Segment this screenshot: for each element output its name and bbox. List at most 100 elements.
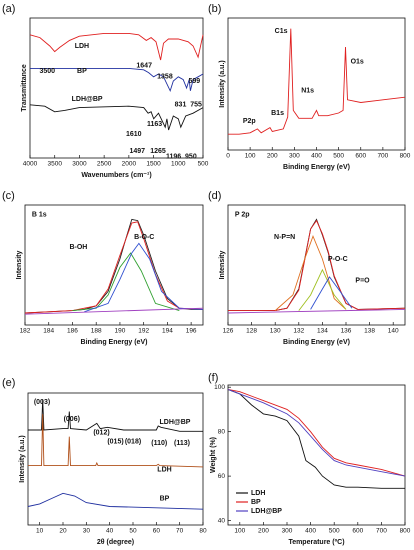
x-tick-label: 40 — [106, 528, 114, 535]
annotation: 1497 — [129, 148, 145, 155]
x-tick-label: 200 — [267, 153, 278, 160]
x-tick-label: 60 — [153, 528, 161, 535]
x-tick-label: 130 — [270, 328, 281, 335]
series-line — [24, 307, 204, 315]
series-line — [29, 32, 204, 61]
series-line — [28, 414, 204, 468]
annotation: O1s — [351, 58, 364, 65]
series-line — [227, 388, 406, 477]
annotation: P2p — [243, 118, 256, 125]
x-tick-label: 200 — [258, 528, 269, 535]
x-tick-label: 30 — [83, 528, 91, 535]
panel-label: (b) — [208, 3, 221, 15]
series-label: LDH — [157, 466, 171, 473]
annotation: B-O-C — [134, 234, 154, 241]
annotation: 950 — [185, 153, 197, 160]
series-line — [310, 276, 353, 310]
x-axis-label: Binding Energy (eV) — [283, 164, 350, 171]
series-label: LDH — [75, 43, 89, 50]
series-line — [228, 28, 406, 135]
x-axis-label: Binding Energy (eV) — [81, 339, 148, 346]
x-axis-label: Wavenumbers (cm⁻¹) — [81, 172, 151, 179]
x-tick-label: 800 — [400, 528, 411, 535]
y-axis-label: Intensity — [219, 251, 226, 280]
series-line — [29, 104, 204, 131]
plot-frame — [227, 204, 406, 326]
series-label: BP — [160, 495, 170, 502]
x-tick-label: 138 — [364, 328, 375, 335]
series-line — [227, 388, 406, 477]
panel-label: (a) — [2, 3, 15, 15]
x-tick-label: 10 — [36, 528, 44, 535]
x-tick-label: 192 — [138, 328, 149, 335]
x-tick-label: 500 — [198, 161, 209, 168]
x-tick-label: 400 — [311, 153, 322, 160]
annotation: 1163 — [147, 121, 162, 128]
x-tick-label: 0 — [226, 153, 230, 160]
x-tick-label: 184 — [43, 328, 54, 335]
x-axis-label: 2θ (degree) — [97, 539, 134, 546]
x-tick-label: 186 — [67, 328, 78, 335]
x-tick-label: 300 — [289, 153, 300, 160]
series-line — [227, 308, 406, 314]
y-axis-label: Intensity — [16, 251, 23, 280]
y-axis-label: Intensity (a.u.) — [219, 60, 226, 107]
plot-frame — [29, 17, 204, 159]
x-tick-label: 70 — [176, 528, 184, 535]
y-tick-label: 40 — [218, 517, 226, 524]
series-line — [27, 492, 204, 510]
series-line — [28, 399, 203, 432]
annotation: P 2p — [235, 211, 250, 218]
series-line — [24, 218, 203, 314]
x-tick-label: 20 — [59, 528, 67, 535]
panel-label: (d) — [208, 190, 221, 202]
annotation: P=O — [355, 277, 370, 284]
x-tick-label: 300 — [282, 528, 293, 535]
legend-label: BP — [251, 499, 261, 506]
legend-label: LDH — [251, 490, 265, 497]
series-line — [228, 218, 406, 312]
x-tick-label: 700 — [377, 153, 388, 160]
x-tick-label: 600 — [352, 528, 363, 535]
annotation: C1s — [275, 28, 288, 35]
annotation: 1358 — [157, 74, 173, 81]
series-label: LDH@BP — [160, 419, 191, 426]
x-tick-label: 100 — [234, 528, 245, 535]
x-tick-label: 3500 — [47, 161, 62, 168]
series-line — [84, 242, 204, 313]
annotation: (110) — [151, 440, 167, 447]
x-tick-label: 400 — [305, 528, 316, 535]
y-tick-label: 100 — [214, 384, 225, 391]
y-axis-label: Transmittance — [21, 64, 28, 112]
series-line — [72, 252, 180, 312]
series-label: BP — [77, 68, 87, 75]
plot-frame — [227, 384, 406, 526]
x-tick-label: 600 — [355, 153, 366, 160]
x-tick-label: 500 — [329, 528, 340, 535]
x-tick-label: 2500 — [97, 161, 112, 168]
x-tick-label: 500 — [333, 153, 344, 160]
annotation: N1s — [301, 87, 314, 94]
annotation: N-P=N — [274, 234, 295, 241]
series-line — [228, 219, 406, 312]
y-tick-label: 60 — [218, 473, 226, 480]
x-tick-label: 128 — [246, 328, 257, 335]
x-tick-label: 188 — [91, 328, 102, 335]
x-axis-label: Temperature (ºC) — [288, 539, 344, 546]
x-tick-label: 134 — [317, 328, 328, 335]
series-line — [227, 388, 405, 489]
annotation: 831 — [175, 102, 187, 109]
series-line — [24, 221, 204, 314]
plot-frame — [24, 204, 204, 326]
x-tick-label: 1000 — [171, 161, 186, 168]
y-tick-label: 80 — [218, 428, 226, 435]
panel-label: (e) — [2, 377, 15, 389]
x-tick-label: 132 — [293, 328, 304, 335]
y-axis-label: Intensity (a.u.) — [19, 435, 26, 482]
annotation: 1196 — [166, 153, 181, 160]
series-line — [298, 268, 347, 311]
x-tick-label: 50 — [129, 528, 137, 535]
x-tick-label: 190 — [115, 328, 126, 335]
panel-label: (f) — [208, 372, 218, 384]
